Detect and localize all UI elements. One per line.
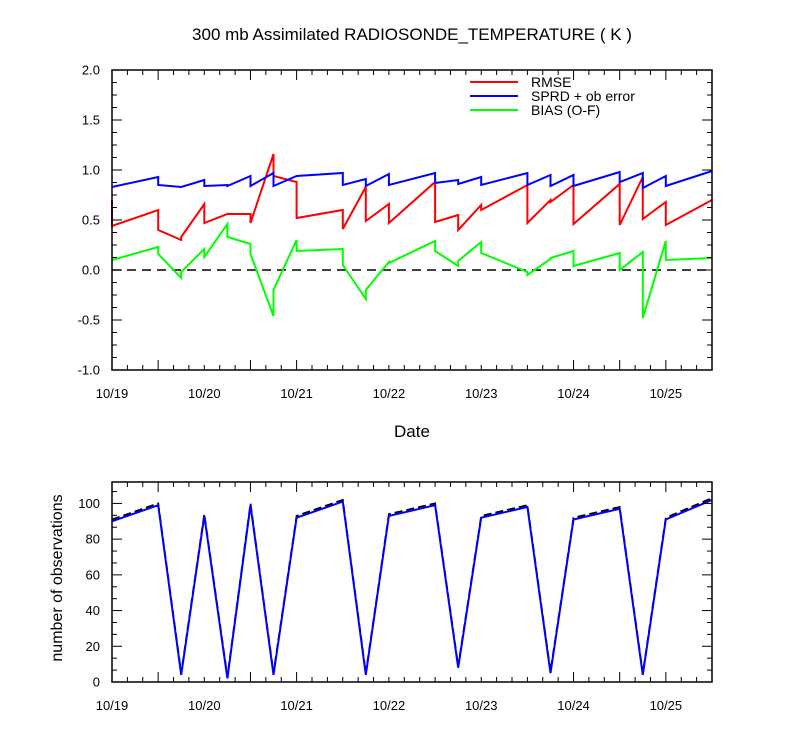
top-y-tick-label: 0.0: [82, 263, 100, 278]
top-y-tick-label: 1.0: [82, 163, 100, 178]
bottom-axes: 10/19 10/20 10/21 10/22 10/23 10/24 10/25 0 20 40…: [78, 482, 713, 713]
top-plot-lines: [111, 153, 713, 319]
top-series-rmse: [111, 153, 713, 242]
chart-title: 300 mb Assimilated RADIOSONDE_TEMPERATUR…: [192, 25, 632, 44]
legend-label-sprd-ob-error: SPRD + ob error: [531, 88, 635, 104]
top-series-sprd-ob-error: [111, 170, 713, 190]
bottom-y-tick-label: 0: [93, 675, 100, 690]
bottom-x-tick-label: 10/24: [557, 698, 590, 713]
top-axes: 10/19 10/20 10/21 10/22 10/23 10/24 10/25 -1.0 -…: [78, 63, 713, 401]
y-axis-label: number of observations: [49, 494, 66, 661]
bottom-series-obs-used: [111, 498, 713, 679]
top-y-tick-label: 0.5: [82, 213, 100, 228]
bottom-chart: 10/19 10/20 10/21 10/22 10/23 10/24 10/25 0 20 40…: [49, 481, 713, 713]
bottom-y-tick-label: 100: [78, 496, 100, 511]
top-y-tick-label: 2.0: [82, 63, 100, 78]
top-series-bias-o-f: [111, 220, 713, 319]
bottom-x-tick-label: 10/22: [373, 698, 406, 713]
bottom-x-tick-label: 10/20: [188, 698, 221, 713]
top-x-tick-label: 10/23: [465, 386, 498, 401]
bottom-x-tick-label: 10/19: [96, 698, 129, 713]
bottom-x-tick-label: 10/25: [650, 698, 683, 713]
bottom-y-tick-label: 60: [86, 567, 100, 582]
bottom-x-tick-label: 10/21: [280, 698, 313, 713]
top-plot-frame: [111, 69, 713, 371]
top-x-tick-label: 10/22: [373, 386, 406, 401]
x-axis-label: Date: [394, 422, 430, 441]
top-y-tick-label: -0.5: [78, 313, 100, 328]
bottom-plot-frame: [111, 481, 713, 683]
bottom-y-tick-label: 20: [86, 639, 100, 654]
bottom-y-tick-label: 80: [86, 532, 100, 547]
legend-label-bias-o-f: BIAS (O-F): [531, 102, 600, 118]
top-y-tick-label: -1.0: [78, 363, 100, 378]
top-x-tick-label: 10/21: [280, 386, 313, 401]
bottom-y-tick-label: 40: [86, 603, 100, 618]
bottom-x-tick-label: 10/23: [465, 698, 498, 713]
top-x-tick-label: 10/19: [96, 386, 129, 401]
top-x-tick-label: 10/25: [650, 386, 683, 401]
legend-label-rmse: RMSE: [531, 74, 571, 90]
top-x-tick-label: 10/20: [188, 386, 221, 401]
top-x-tick-label: 10/24: [557, 386, 590, 401]
top-chart: 10/19 10/20 10/21 10/22 10/23 10/24 10/25 -1.0 -…: [78, 63, 713, 441]
top-y-tick-label: 1.5: [82, 113, 100, 128]
bottom-plot-lines: [111, 497, 713, 679]
